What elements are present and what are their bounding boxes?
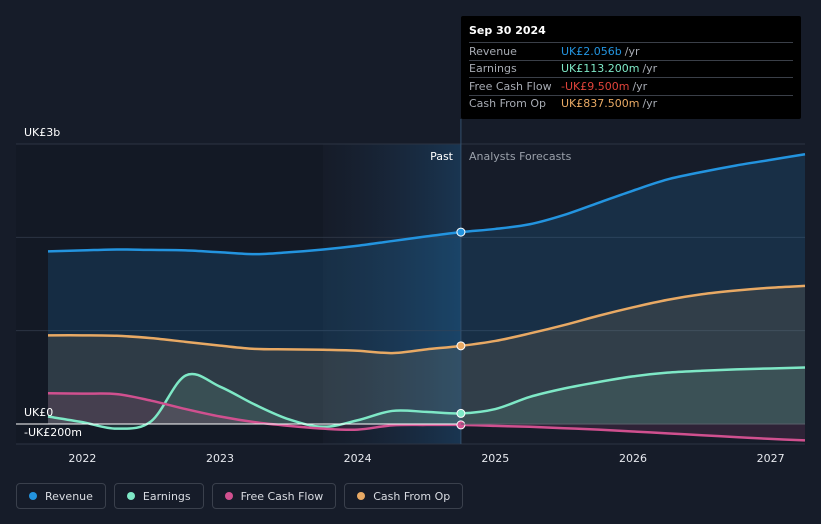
- tooltip-label: Earnings: [469, 62, 517, 76]
- legend-label: Cash From Op: [373, 489, 451, 503]
- series-area-revenue: [48, 154, 805, 424]
- marker-free-cash-flow: [456, 420, 466, 430]
- tooltip-label: Cash From Op: [469, 97, 547, 111]
- tooltip-value: -UK£9.500m: [561, 79, 630, 93]
- series-area-cash-from-op: [48, 285, 805, 424]
- legend-dot-icon: [126, 492, 135, 500]
- tooltip-row-revenue: Revenue UK£2.056b /yr: [469, 42, 793, 60]
- tooltip-label: Revenue: [469, 44, 517, 58]
- legend-item-earnings[interactable]: Earnings: [113, 483, 204, 509]
- chart-legend: Revenue Earnings Free Cash Flow Cash Fro…: [16, 483, 464, 509]
- legend-item-free-cash-flow[interactable]: Free Cash Flow: [211, 483, 337, 509]
- tooltip-row-earnings: Earnings UK£113.200m /yr: [469, 59, 793, 78]
- series-line-free-cash-flow: [47, 391, 806, 442]
- x-axis-ticks: 2022 2023 2024 2025 2026 2027: [68, 452, 784, 465]
- legend-label: Earnings: [142, 489, 191, 503]
- x-tick-label: 2024: [344, 452, 372, 465]
- series-area-earnings: [48, 367, 805, 429]
- x-tick-label: 2023: [206, 452, 234, 465]
- tooltip-label: Free Cash Flow: [469, 79, 552, 93]
- legend-dot-icon: [357, 492, 366, 500]
- tooltip-value: UK£2.056b: [561, 44, 622, 58]
- gridlines: [16, 143, 805, 445]
- legend-label: Free Cash Flow: [240, 489, 324, 503]
- tooltip-value: UK£113.200m: [561, 62, 640, 76]
- marker-earnings: [456, 408, 466, 418]
- series-line-revenue: [47, 153, 806, 256]
- data-tooltip: Sep 30 2024 Revenue UK£2.056b /yr Earnin…: [461, 16, 801, 119]
- legend-dot-icon: [224, 492, 233, 500]
- marker-revenue: [456, 227, 466, 237]
- legend-item-cash-from-op[interactable]: Cash From Op: [344, 483, 464, 509]
- tooltip-row-free-cash-flow: Free Cash Flow -UK£9.500m /yr: [469, 77, 793, 95]
- legend-dot-icon: [29, 492, 37, 500]
- tooltip-unit: /yr: [624, 44, 640, 58]
- tooltip-date: Sep 30 2024: [469, 24, 546, 37]
- x-tick-label: 2027: [757, 452, 785, 465]
- past-highlight-band: [323, 144, 461, 444]
- forecast-label: Analysts Forecasts: [469, 150, 572, 163]
- legend-item-revenue[interactable]: Revenue: [16, 483, 106, 509]
- x-tick-label: 2026: [619, 452, 647, 465]
- tooltip-unit: /yr: [642, 62, 658, 76]
- legend-label: Revenue: [45, 489, 93, 503]
- series-area-free-cash-flow: [48, 393, 805, 441]
- series-line-earnings: [47, 366, 806, 430]
- series-line-cash-from-op: [47, 284, 806, 355]
- tooltip-markers: [456, 227, 466, 430]
- x-tick-label: 2025: [481, 452, 509, 465]
- x-tick-label: 2022: [68, 452, 96, 465]
- tooltip-unit: /yr: [642, 97, 658, 111]
- marker-cash-from-op: [456, 341, 466, 351]
- tooltip-row-cash-from-op: Cash From Op UK£837.500m /yr: [469, 94, 793, 113]
- y-axis-min-label: -UK£200m: [24, 426, 82, 439]
- y-axis-zero-label: UK£0: [24, 406, 53, 419]
- series-areas: [48, 154, 805, 441]
- past-label: Past: [430, 150, 454, 163]
- tooltip-unit: /yr: [632, 79, 648, 93]
- series-lines: [47, 153, 806, 442]
- tooltip-value: UK£837.500m: [561, 97, 640, 111]
- y-axis-top-label: UK£3b: [24, 126, 60, 139]
